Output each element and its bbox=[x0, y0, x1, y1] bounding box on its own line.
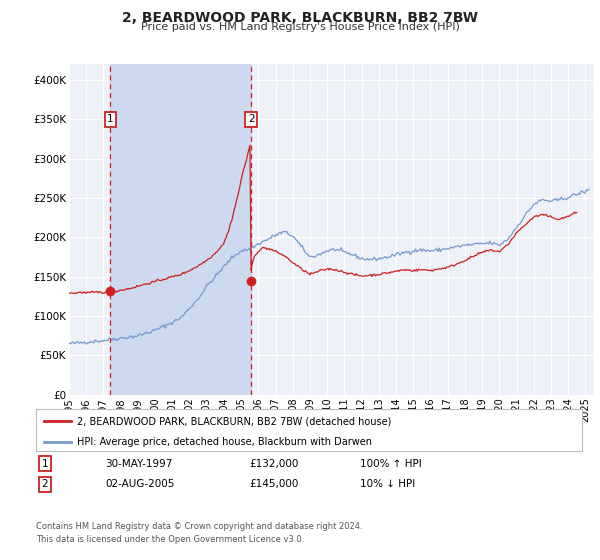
Text: Contains HM Land Registry data © Crown copyright and database right 2024.: Contains HM Land Registry data © Crown c… bbox=[36, 522, 362, 531]
Text: 02-AUG-2005: 02-AUG-2005 bbox=[105, 479, 175, 489]
Text: 30-MAY-1997: 30-MAY-1997 bbox=[105, 459, 172, 469]
Text: 1: 1 bbox=[41, 459, 49, 469]
Text: 2: 2 bbox=[248, 114, 254, 124]
Text: 100% ↑ HPI: 100% ↑ HPI bbox=[360, 459, 422, 469]
Text: 2, BEARDWOOD PARK, BLACKBURN, BB2 7BW (detached house): 2, BEARDWOOD PARK, BLACKBURN, BB2 7BW (d… bbox=[77, 417, 391, 426]
Text: Price paid vs. HM Land Registry's House Price Index (HPI): Price paid vs. HM Land Registry's House … bbox=[140, 22, 460, 32]
Text: 10% ↓ HPI: 10% ↓ HPI bbox=[360, 479, 415, 489]
Text: £132,000: £132,000 bbox=[249, 459, 298, 469]
Bar bbox=[110, 64, 251, 395]
Text: This data is licensed under the Open Government Licence v3.0.: This data is licensed under the Open Gov… bbox=[36, 535, 304, 544]
Text: HPI: Average price, detached house, Blackburn with Darwen: HPI: Average price, detached house, Blac… bbox=[77, 437, 372, 447]
Text: 2, BEARDWOOD PARK, BLACKBURN, BB2 7BW: 2, BEARDWOOD PARK, BLACKBURN, BB2 7BW bbox=[122, 11, 478, 25]
Text: 1: 1 bbox=[107, 114, 114, 124]
Text: 2: 2 bbox=[41, 479, 49, 489]
Text: £145,000: £145,000 bbox=[249, 479, 298, 489]
